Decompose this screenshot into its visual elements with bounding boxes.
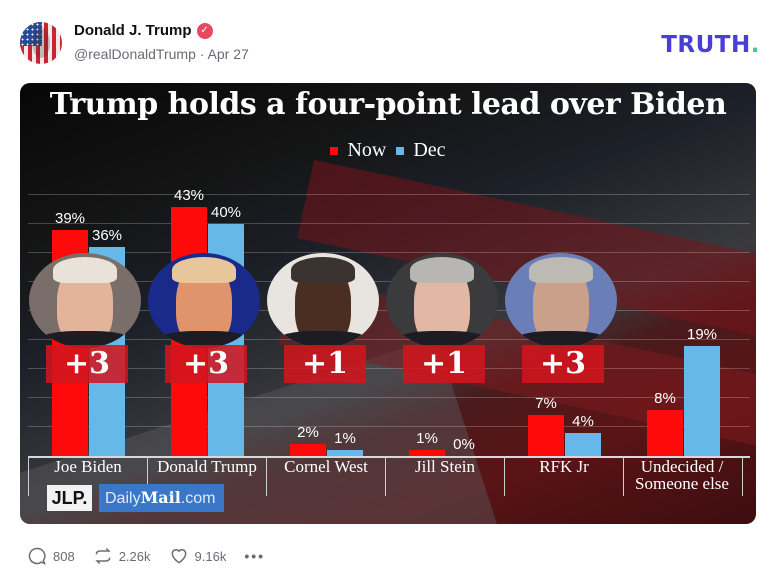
value-label-now: 8% <box>654 389 676 407</box>
post-actions: 808 2.26k 9.16k ••• <box>27 546 265 566</box>
retruth-button[interactable]: 2.26k <box>93 546 151 566</box>
dailymail-prefix: Daily <box>105 490 141 507</box>
suit-shape <box>273 331 373 348</box>
lead-change-badge: +1 <box>403 345 485 383</box>
category-label: Undecided / Someone else <box>635 457 729 493</box>
verified-badge-icon: ✓ <box>196 22 213 39</box>
axis-tick <box>623 456 624 496</box>
retruth-icon <box>95 547 111 565</box>
lead-change-badge: +1 <box>284 345 366 383</box>
like-button[interactable]: 9.16k <box>169 546 227 566</box>
legend-swatch-now <box>330 146 339 155</box>
chart-legend: Now Dec <box>20 139 756 162</box>
suit-shape <box>511 331 611 348</box>
bar-dec <box>565 432 601 456</box>
bar-dec <box>684 345 720 456</box>
value-label-dec: 36% <box>91 227 123 245</box>
value-label-now: 43% <box>173 186 205 204</box>
candidate-photo <box>148 253 260 348</box>
more-options-button[interactable]: ••• <box>244 548 266 564</box>
gridline <box>28 252 750 253</box>
gridline <box>28 426 750 427</box>
gridline <box>28 223 750 224</box>
category-label: Jill Stein <box>415 457 475 476</box>
truth-social-logo[interactable]: TRUTH. <box>661 32 760 58</box>
dailymail-bold: Mail <box>140 488 181 507</box>
bar-now <box>290 444 326 456</box>
logo-dot: . <box>750 32 760 58</box>
chart-baseline <box>28 456 750 458</box>
gridline <box>28 368 750 369</box>
hair-shape <box>291 257 355 283</box>
author-meta: @realDonaldTrump · Apr 27 <box>74 46 249 62</box>
value-label-now: 39% <box>54 209 86 227</box>
hair-shape <box>53 257 117 283</box>
gridline <box>28 194 750 195</box>
suit-shape <box>392 331 492 348</box>
reply-button[interactable]: 808 <box>27 546 75 566</box>
bar-now <box>409 450 445 456</box>
dailymail-suffix: .com <box>180 490 216 507</box>
hair-shape <box>529 257 593 283</box>
hair-shape <box>172 257 236 283</box>
axis-tick <box>742 456 743 496</box>
bar-now <box>528 415 564 456</box>
meta-separator: · <box>199 46 205 62</box>
hair-shape <box>410 257 474 283</box>
axis-tick <box>504 456 505 496</box>
gridline <box>28 281 750 282</box>
avatar[interactable] <box>20 22 62 64</box>
legend-label-now: Now <box>347 139 387 161</box>
value-label-dec: 4% <box>572 412 594 430</box>
dailymail-logo: DailyMail.com <box>99 484 224 512</box>
jlp-logo: JLP. <box>47 485 92 511</box>
axis-tick <box>385 456 386 496</box>
post-date[interactable]: Apr 27 <box>207 46 249 62</box>
value-label-now: 7% <box>535 395 557 413</box>
value-label-now: 1% <box>416 430 438 447</box>
value-label-dec: 1% <box>334 430 356 447</box>
candidate-photo <box>267 253 379 348</box>
axis-tick <box>147 456 148 496</box>
gridline <box>28 397 750 398</box>
lead-change-badge: +3 <box>46 345 128 383</box>
heart-icon <box>171 549 186 564</box>
legend-label-dec: Dec <box>413 139 446 161</box>
author-display-name[interactable]: Donald J. Trump <box>74 22 192 39</box>
like-count: 9.16k <box>194 548 227 564</box>
candidate-photo <box>505 253 617 348</box>
logo-text: TRUTH <box>661 32 751 58</box>
value-label-dec: 19% <box>686 325 718 343</box>
category-label: Donald Trump <box>157 457 257 476</box>
comment-icon <box>28 547 46 565</box>
axis-tick <box>28 456 29 496</box>
lead-change-badge: +3 <box>522 345 604 383</box>
author-name-row: Donald J. Trump ✓ <box>74 22 213 39</box>
reply-count: 808 <box>53 548 75 564</box>
chart-title: Trump holds a four-point lead over Biden <box>49 87 727 122</box>
lead-change-badge: +3 <box>165 345 247 383</box>
bar-now <box>647 409 683 456</box>
axis-tick <box>266 456 267 496</box>
category-label: Joe Biden <box>54 457 122 476</box>
value-label-dec: 0% <box>453 436 475 453</box>
poll-chart-image[interactable]: Trump holds a four-point lead over Biden… <box>20 83 756 524</box>
gridline <box>28 339 750 340</box>
category-label: RFK Jr <box>539 457 589 476</box>
author-handle[interactable]: @realDonaldTrump <box>74 46 196 62</box>
bar-dec <box>327 450 363 456</box>
candidate-photo <box>29 253 141 348</box>
post-header: Donald J. Trump ✓ @realDonaldTrump · Apr… <box>20 20 760 68</box>
category-label: Cornel West <box>284 457 368 476</box>
value-label-dec: 40% <box>210 204 242 221</box>
suit-shape <box>35 331 135 348</box>
retruth-count: 2.26k <box>118 548 151 564</box>
value-label-now: 2% <box>297 424 319 442</box>
suit-shape <box>154 331 254 348</box>
candidate-photo <box>386 253 498 348</box>
legend-swatch-dec <box>396 146 405 155</box>
